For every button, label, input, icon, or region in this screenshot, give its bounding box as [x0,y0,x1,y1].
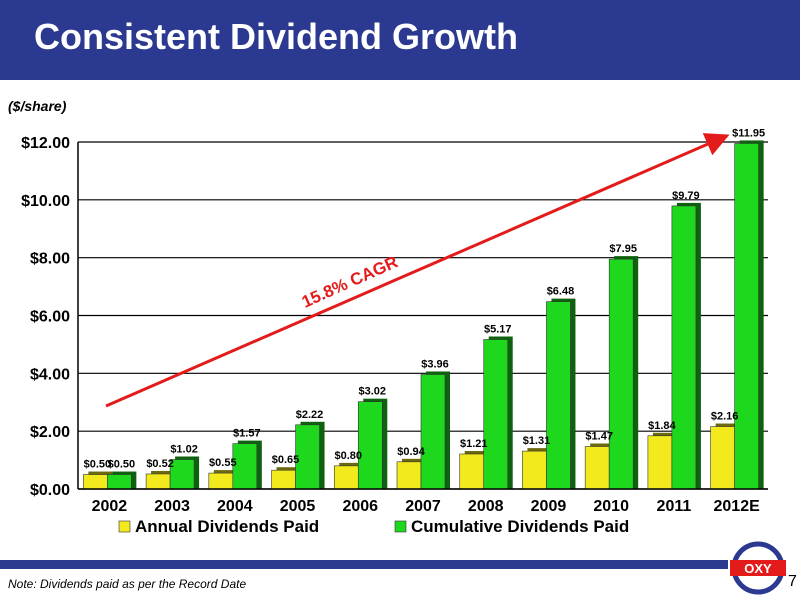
annual-data-label: $0.50 [84,459,112,471]
x-tick-label: 2003 [154,498,190,515]
cagr-trend-arrow [105,133,730,408]
annual-bar [584,446,610,490]
annual-bar [710,426,735,490]
y-tick-label: $8.00 [30,251,70,268]
cumulative-data-label: $1.57 [233,428,261,440]
x-tick-label: 2012E [714,498,761,515]
annual-data-label: $1.21 [460,438,488,450]
annual-bar [522,450,547,490]
legend: Annual Dividends Paid Cumulative Dividend… [118,517,629,536]
cumulative-data-label: $5.17 [484,324,512,336]
title-bar: Consistent Dividend Growth [0,0,800,80]
y-tick-label: $6.00 [30,309,70,326]
annual-bar [145,473,171,490]
x-tick-label: 2004 [217,498,253,515]
y-tick-label: $12.00 [21,135,70,152]
legend-swatch-annual [118,520,131,533]
cumulative-data-label: $3.02 [359,386,387,398]
annual-bar [647,435,673,490]
axes: $0.00 $2.00 $4.00 $6.00 $8.00 $10.00 $12.00 200… [21,135,768,515]
cumulative-bar [608,258,634,490]
cumulative-bar [107,474,132,490]
cumulative-data-label: $1.02 [170,444,198,456]
annual-data-label: $0.55 [209,457,237,469]
annual-data-label: $0.65 [272,454,300,466]
legend-swatch-cumulative [394,520,407,533]
cumulative-data-label: $3.96 [421,358,449,370]
dividend-chart: $0.50$0.50 $0.52 $1.02 $0.55 $1.57 $0.65 $2.22… [21,127,768,536]
y-tick-label: $0.00 [30,482,70,499]
cumulative-bar [420,374,446,490]
cumulative-bar [734,143,759,490]
annual-data-label: $1.47 [585,430,613,442]
annual-bar [459,453,485,490]
x-tick-label: 2006 [342,498,378,515]
y-tick-label: $4.00 [30,366,70,383]
oxy-logo-text: OXY [744,561,772,576]
cumulative-bar [483,339,509,490]
oxy-logo: OXY [730,541,786,595]
cumulative-data-label: $2.22 [296,409,324,421]
annual-data-label: $2.16 [711,411,739,423]
unit-label: ($/share) [8,98,67,114]
cumulative-bar [232,443,258,490]
cumulative-data-label: $7.95 [609,243,637,255]
annual-bar [333,465,359,490]
cagr-annotation: 15.8% CAGR [299,252,401,311]
cumulative-bar [671,205,697,490]
y-tick-label: $2.00 [30,424,70,441]
cumulative-data-label: $9.79 [672,190,700,202]
data-labels: $0.50$0.50 $0.52 $1.02 $0.55 $1.57 $0.65 $2.22… [84,127,766,470]
x-tick-label: 2007 [405,498,441,515]
cumulative-bar [169,459,195,490]
bars [83,140,764,490]
annual-data-label: $1.31 [523,435,551,447]
cumulative-data-label: $11.95 [732,127,765,139]
cumulative-bar [357,401,383,490]
x-tick-label: 2010 [593,498,629,515]
y-tick-label: $10.00 [21,193,70,210]
x-tick-label: 2011 [657,498,692,515]
page-number: 7 [788,573,797,590]
footnote: Note: Dividends paid as per the Record D… [8,577,247,591]
legend-label-annual: Annual Dividends Paid [135,517,319,536]
annual-data-label: $0.80 [335,450,363,462]
slide-title: Consistent Dividend Growth [34,16,519,57]
cumulative-bar [546,301,571,490]
cumulative-data-label: $0.50 [108,459,136,471]
annual-bar [271,469,296,490]
annual-data-label: $0.52 [146,458,174,470]
annual-bar [83,474,108,490]
annual-data-label: $1.84 [648,420,676,432]
annual-bar [208,472,234,490]
x-tick-label: 2009 [531,498,567,515]
legend-label-cumulative: Cumulative Dividends Paid [411,517,629,536]
cumulative-data-label: $6.48 [547,286,575,298]
x-tick-label: 2002 [92,498,128,515]
footer-bar [0,560,728,569]
x-tick-label: 2008 [468,498,504,515]
annual-bar [396,461,422,490]
annual-data-label: $0.94 [397,446,425,458]
x-tick-label: 2005 [280,498,316,515]
